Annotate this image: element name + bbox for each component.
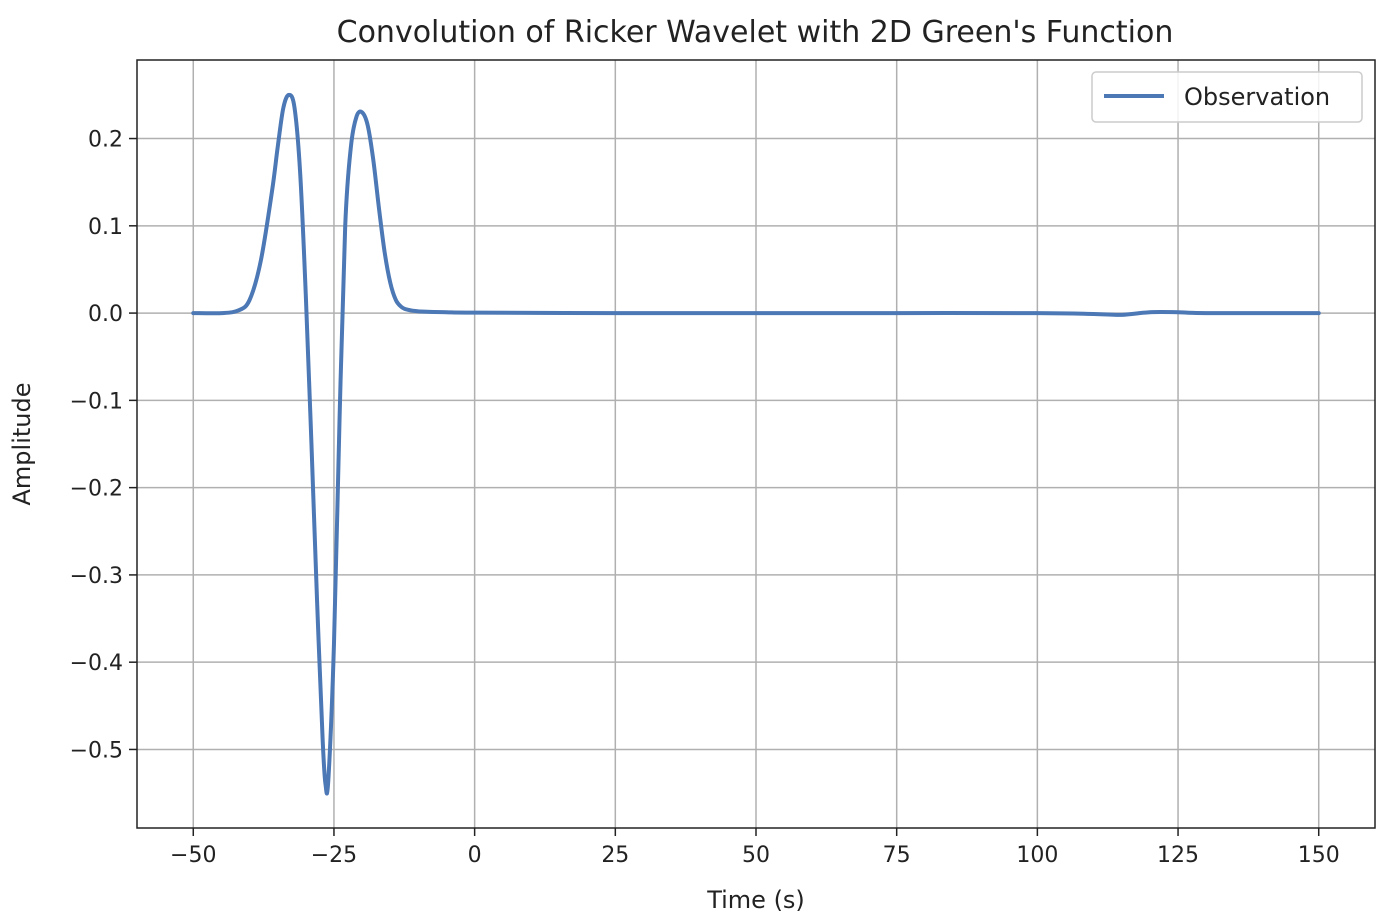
y-tick-label: 0.0 xyxy=(88,302,123,327)
x-tick-label: 25 xyxy=(601,843,629,868)
y-axis-ticks: 0.2 0.1 0.0 −0.1 −0.2 −0.3 −0.4 −0.5 xyxy=(70,128,137,763)
x-tick-label: −50 xyxy=(170,843,216,868)
x-tick-label: 50 xyxy=(742,843,770,868)
legend-box xyxy=(1091,71,1363,123)
grid xyxy=(137,60,1375,828)
x-axis-ticks: −50 −25 0 25 50 75 100 125 150 xyxy=(170,828,1340,868)
y-tick-label: −0.1 xyxy=(70,389,123,414)
y-tick-label: −0.2 xyxy=(70,477,123,502)
y-tick-label: −0.4 xyxy=(70,651,123,676)
y-tick-label: −0.3 xyxy=(70,564,123,589)
series-line xyxy=(191,92,1321,796)
x-tick-label: 150 xyxy=(1298,843,1340,868)
chart-title: Convolution of Ricker Wavelet with 2D Gr… xyxy=(337,15,1174,50)
x-tick-label: −25 xyxy=(311,843,357,868)
y-tick-label: −0.5 xyxy=(70,738,123,763)
x-axis-label: Time (s) xyxy=(706,886,805,914)
x-tick-label: 100 xyxy=(1016,843,1058,868)
y-tick-label: 0.1 xyxy=(88,215,123,240)
y-axis-label: Amplitude xyxy=(8,383,36,506)
x-tick-label: 125 xyxy=(1157,843,1199,868)
y-tick-label: 0.2 xyxy=(88,128,123,153)
x-tick-label: 75 xyxy=(883,843,911,868)
legend-label: Observation xyxy=(1184,83,1330,111)
x-tick-label: 0 xyxy=(468,843,482,868)
series-layer xyxy=(191,92,1321,796)
legend: Observation xyxy=(1091,71,1363,123)
